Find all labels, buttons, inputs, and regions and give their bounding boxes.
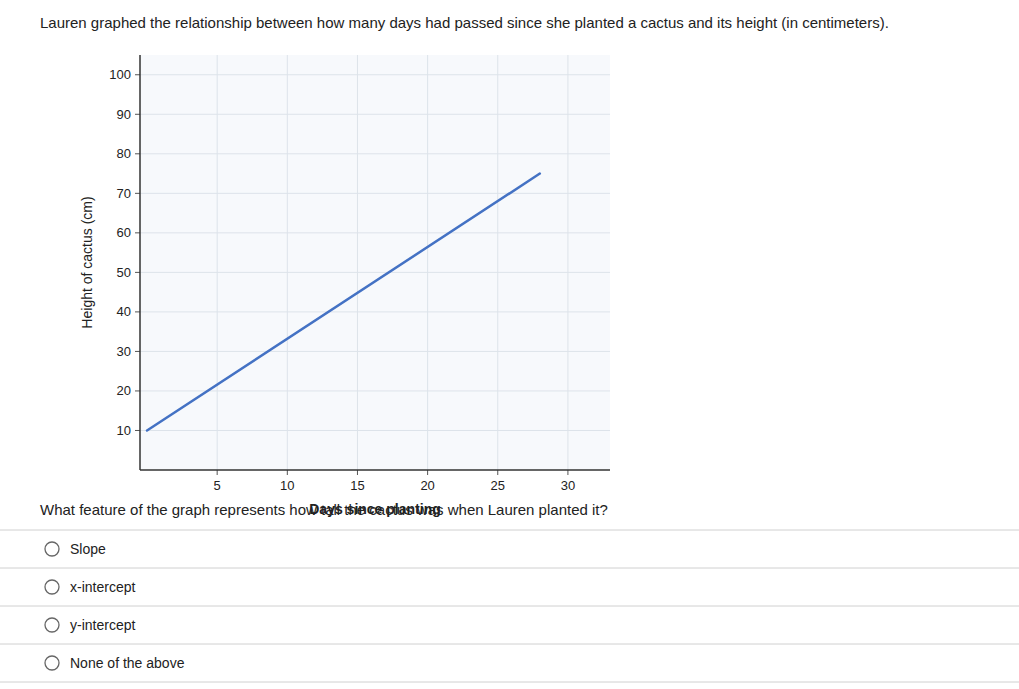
grid-line-x: [287, 55, 288, 470]
axes: 5 10 15 20 25 30 10 20 30 40 50 60 70 80 90 100: [109, 55, 610, 493]
grid-line-x: [217, 55, 218, 470]
tick-label-y: 60: [117, 225, 131, 240]
line: [147, 174, 540, 431]
grid-line-y: [140, 430, 610, 431]
tick-label-y: 20: [117, 383, 131, 398]
grid-line-y: [140, 74, 610, 75]
question: What feature of the graph represents how…: [40, 501, 608, 518]
series-group: [147, 174, 540, 431]
grid-line-y: [140, 153, 610, 154]
grid-line-y: [140, 272, 610, 273]
page: Lauren graphed the relationship between …: [0, 0, 1019, 689]
tick-label-y: 50: [117, 265, 131, 280]
grid-line-x: [427, 55, 428, 470]
tick-label-y: 90: [117, 107, 131, 122]
canvas: Lauren graphed the relationship between …: [0, 0, 1019, 689]
grid-line-y: [140, 390, 610, 391]
grid-line-y: [140, 311, 610, 312]
title: Lauren graphed the relationship between …: [40, 14, 889, 31]
y-axis-label: Height of cactus (cm): [79, 196, 95, 328]
plot-background: [140, 55, 610, 470]
option-label: None of the above: [70, 655, 185, 671]
tick-label-y: 80: [117, 146, 131, 161]
tick-label-x: 15: [350, 478, 364, 493]
grid-line-y: [140, 232, 610, 233]
tick-label-x: 10: [280, 478, 294, 493]
grid-line-y: [140, 193, 610, 194]
grid-line-x: [567, 55, 568, 470]
grid-line-x: [357, 55, 358, 470]
tick-label-y: 100: [109, 67, 131, 82]
y-axis-line: [139, 55, 141, 470]
grid: [140, 55, 610, 470]
tick-label-x: 30: [561, 478, 575, 493]
separator: [0, 644, 1019, 645]
tick-label-y: 30: [117, 344, 131, 359]
tick-label-y: 10: [117, 423, 131, 438]
tick-label-x: 25: [491, 478, 505, 493]
option-label: x-intercept: [70, 579, 135, 595]
x-axis-line: [140, 469, 610, 471]
separator: [0, 682, 1019, 683]
radio-button[interactable]: [45, 542, 59, 556]
separator: [0, 606, 1019, 607]
tick-label-y: 70: [117, 186, 131, 201]
tick-label-y: 40: [117, 304, 131, 319]
radio-button[interactable]: [45, 580, 59, 594]
separator: [0, 530, 1019, 531]
radio-button[interactable]: [45, 618, 59, 632]
grid-line-y: [140, 351, 610, 352]
option-label: y-intercept: [70, 617, 135, 633]
tick-label-x: 5: [214, 478, 221, 493]
tick-label-x: 20: [420, 478, 434, 493]
radio-button[interactable]: [45, 656, 59, 670]
grid-line-y: [140, 114, 610, 115]
option-label: Slope: [70, 541, 106, 557]
separator: [0, 568, 1019, 569]
grid-line-x: [497, 55, 498, 470]
